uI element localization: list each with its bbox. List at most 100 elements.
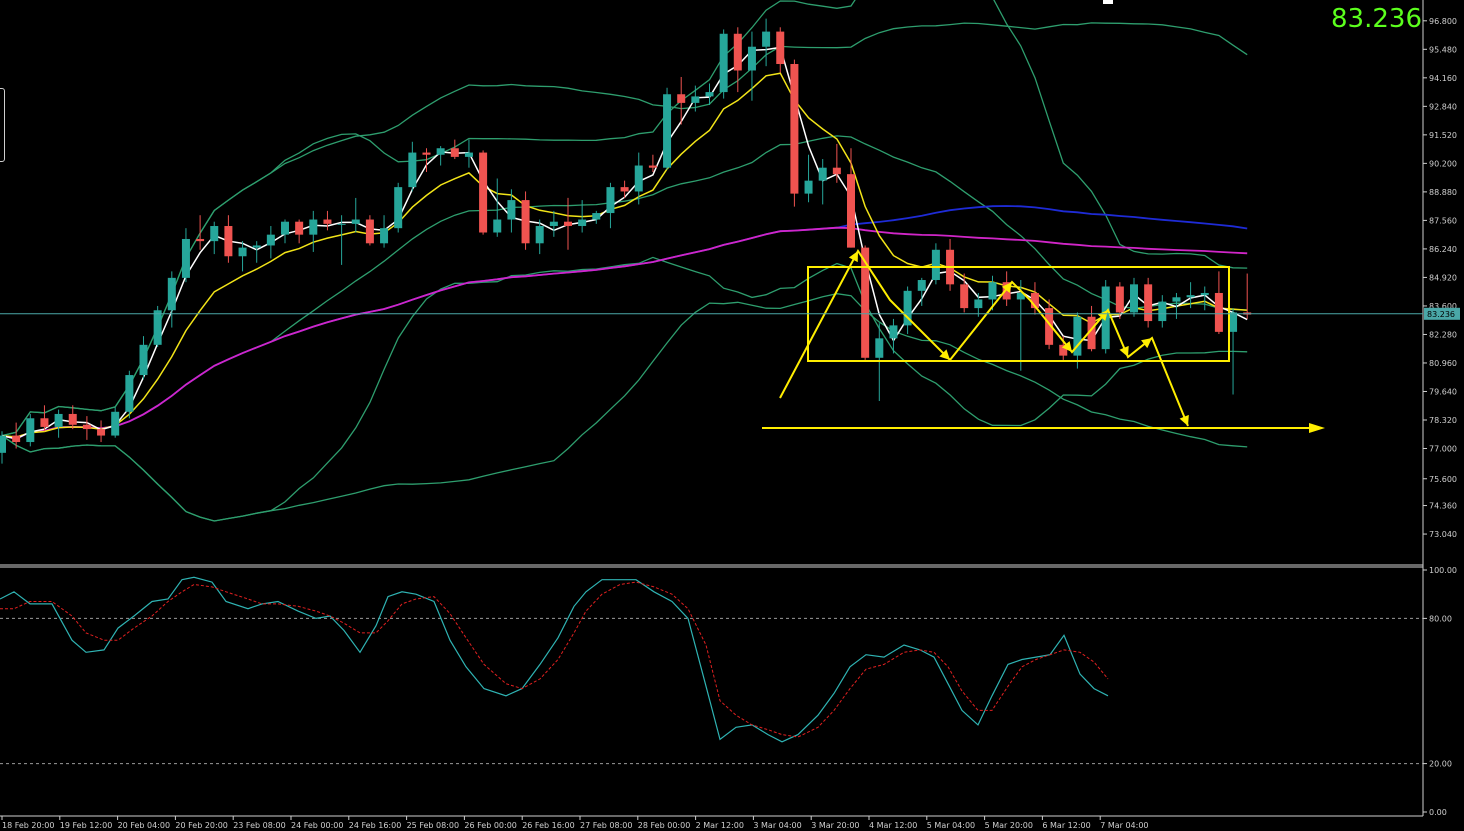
candle-body <box>309 219 318 235</box>
candle-body <box>1214 292 1223 332</box>
price-tick-label: 91.520 <box>1429 131 1457 140</box>
zigzag-arrow-head <box>1061 341 1072 352</box>
candle-body <box>68 413 77 425</box>
current-price-line: 83.236 <box>0 307 1460 320</box>
bollinger-lower <box>1 256 1248 522</box>
candle-body <box>153 310 162 345</box>
candle-body <box>54 413 63 427</box>
candle-body <box>12 435 21 443</box>
price-tick-label: 74.360 <box>1429 502 1457 511</box>
zigzag-arrow-head <box>848 251 858 263</box>
candle-body <box>1200 292 1209 296</box>
price-tick-label: 92.840 <box>1429 102 1457 111</box>
time-tick-label: 5 Mar 04:00 <box>927 821 975 830</box>
price-tick-label: 90.200 <box>1429 159 1457 168</box>
candle-body <box>917 280 926 291</box>
time-tick-label: 28 Feb 00:00 <box>638 821 690 830</box>
candle-body <box>875 338 884 358</box>
candle-body <box>422 152 431 155</box>
candle-body <box>436 148 445 155</box>
time-tick-label: 27 Feb 08:00 <box>580 821 632 830</box>
bollinger-lower <box>1 293 1248 522</box>
time-tick-label: 19 Feb 12:00 <box>60 821 112 830</box>
candle-body <box>238 247 247 257</box>
zigzag-arrow-head <box>1141 338 1152 349</box>
candle-body <box>450 148 459 157</box>
candle-body <box>351 219 360 224</box>
time-axis: 18 Feb 20:00 19 Feb 12:00 20 Feb 04:00 20 F… <box>1 816 1149 830</box>
candle-body <box>365 219 374 244</box>
candle-body <box>380 228 389 244</box>
candle-body <box>40 418 49 427</box>
price-tag-label: 83.236 <box>1427 310 1455 319</box>
zigzag-arrow-head <box>939 349 950 360</box>
candle-body <box>479 152 488 233</box>
candle-body <box>747 46 756 71</box>
time-tick-label: 3 Mar 04:00 <box>753 821 801 830</box>
candle-body <box>139 344 148 376</box>
candle-body <box>1016 292 1025 300</box>
candle-body <box>733 33 742 71</box>
candle-body <box>408 152 417 188</box>
time-tick-label: 26 Feb 16:00 <box>522 821 574 830</box>
stoch-tick-label: 100.00 <box>1429 566 1457 575</box>
time-tick-label: 2 Mar 12:00 <box>696 821 744 830</box>
candle-body <box>323 219 332 224</box>
candle-body <box>648 165 657 168</box>
candle-body <box>790 64 799 194</box>
price-tick-label: 95.480 <box>1429 45 1457 54</box>
price-tick-label: 94.160 <box>1429 74 1457 83</box>
left-panel-tab[interactable] <box>0 88 5 162</box>
candle-body <box>196 238 205 242</box>
price-tick-label: 86.240 <box>1429 245 1457 254</box>
price-tag <box>1424 307 1460 320</box>
candle-body <box>578 219 587 227</box>
candle-body <box>832 167 841 175</box>
stoch-main-line <box>0 576 1109 743</box>
zigzag-arrow-head <box>1119 345 1129 357</box>
candle-body <box>1059 344 1068 356</box>
candle-body <box>0 435 6 453</box>
time-tick-label: 7 Mar 04:00 <box>1100 821 1148 830</box>
candle-body <box>1087 316 1096 350</box>
price-tick-label: 79.640 <box>1429 387 1457 396</box>
zigzag-path <box>779 249 1189 427</box>
bollinger-bands <box>1 0 1248 522</box>
time-tick-label: 24 Feb 00:00 <box>291 821 343 830</box>
candle-body <box>224 226 233 257</box>
drawn-objects[interactable] <box>762 249 1325 433</box>
candle-body <box>903 290 912 326</box>
moving-averages <box>1 46 1248 440</box>
candle-body <box>564 221 572 227</box>
candle-body <box>1002 282 1011 300</box>
stoch-tick-label: 0.00 <box>1429 808 1447 817</box>
candle-body <box>26 418 35 443</box>
time-tick-label: 4 Mar 12:00 <box>869 821 917 830</box>
candle-body <box>507 200 516 220</box>
candle-body <box>535 226 544 244</box>
candle-body <box>592 213 601 220</box>
price-tick-label: 82.280 <box>1429 330 1457 339</box>
candle-body <box>620 187 629 192</box>
candle-body <box>931 249 940 281</box>
time-tick-label: 6 Mar 12:00 <box>1042 821 1090 830</box>
ma-magenta <box>1 226 1248 440</box>
candle-body <box>988 282 997 300</box>
candle-body <box>847 174 855 248</box>
zigzag-arrow-head <box>1179 414 1189 426</box>
candle-body <box>1045 308 1054 345</box>
price-axis: 96.800 95.480 94.160 92.840 91.520 90.200 88.8… <box>0 0 1457 817</box>
candle-body <box>677 94 686 103</box>
price-tick-label: 84.920 <box>1429 273 1457 282</box>
candle-body <box>1115 286 1124 313</box>
candle-body <box>82 424 91 430</box>
candle-body <box>634 165 643 192</box>
candle-body <box>1229 312 1238 332</box>
candle-body <box>818 167 827 181</box>
time-tick-label: 20 Feb 04:00 <box>118 821 170 830</box>
candle-body <box>266 234 275 246</box>
price-tick-label: 96.800 <box>1429 17 1457 26</box>
candle-body <box>1186 295 1195 298</box>
candle-body <box>960 284 969 309</box>
